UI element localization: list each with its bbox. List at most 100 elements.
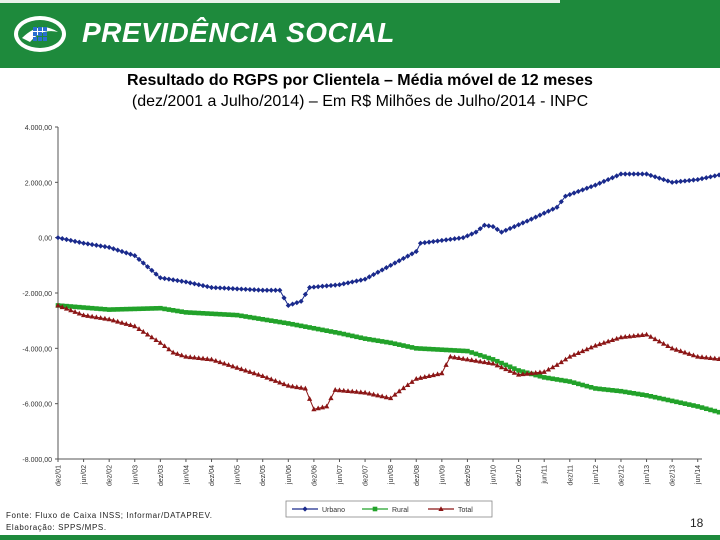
data-point-total — [626, 333, 633, 339]
data-point-total — [400, 385, 407, 391]
data-point-total — [115, 318, 121, 324]
data-point-urbano — [85, 241, 91, 247]
y-tick-label: -8.000,00 — [22, 457, 52, 464]
data-point-total — [307, 396, 313, 401]
data-point-rural — [222, 312, 227, 317]
data-point-total — [388, 395, 394, 401]
data-point-urbano — [571, 190, 577, 196]
data-point-rural — [477, 352, 483, 358]
data-point-total — [588, 344, 594, 350]
data-point-urbano — [469, 231, 475, 237]
page-number: 18 — [690, 516, 704, 530]
data-point-rural — [315, 326, 321, 332]
data-point-total — [123, 321, 129, 326]
data-point-urbano — [319, 283, 326, 289]
data-point-total — [238, 366, 244, 372]
y-tick-label: 4.000,00 — [25, 125, 52, 132]
data-point-urbano — [452, 236, 458, 242]
data-point-urbano — [443, 237, 449, 243]
data-point-total — [631, 333, 637, 338]
data-point-total — [456, 355, 462, 361]
data-point-urbano — [281, 295, 287, 301]
data-point-total — [622, 334, 628, 339]
data-point-total — [255, 371, 262, 377]
data-point-total — [98, 315, 104, 320]
data-point-rural — [187, 310, 193, 315]
data-point-rural — [85, 305, 91, 311]
data-point-urbano — [307, 284, 313, 291]
data-point-rural — [601, 387, 607, 392]
data-point-total — [179, 352, 185, 358]
data-point-rural — [337, 330, 342, 336]
data-point-urbano — [592, 182, 598, 188]
data-point-total — [498, 364, 505, 370]
x-tick-label: dez/13 — [670, 465, 677, 486]
data-point-total — [554, 362, 560, 367]
data-point-urbano — [494, 226, 500, 232]
data-point-total — [106, 316, 112, 322]
data-point-total — [132, 323, 138, 329]
data-point-rural — [200, 310, 206, 316]
data-point-rural — [106, 307, 112, 312]
data-point-rural — [563, 378, 568, 384]
data-point-total — [648, 334, 654, 339]
data-point-urbano — [217, 285, 223, 291]
data-point-urbano — [55, 235, 61, 241]
data-point-urbano — [234, 286, 240, 292]
source-note: Fonte: Fluxo de Caixa INSS; Informar/DAT… — [6, 510, 213, 534]
data-point-rural — [77, 304, 82, 310]
data-point-urbano — [102, 244, 108, 250]
data-point-rural — [192, 310, 197, 316]
data-point-urbano — [106, 244, 112, 250]
data-point-rural — [639, 392, 645, 397]
data-point-total — [545, 366, 552, 372]
y-tick-label: -2.000,00 — [22, 291, 52, 298]
data-point-rural — [303, 324, 308, 329]
data-point-total — [656, 338, 662, 344]
bottom-bar — [0, 535, 720, 540]
data-point-total — [191, 354, 198, 360]
data-point-total — [302, 385, 308, 391]
data-point-rural — [239, 313, 244, 319]
data-point-rural — [610, 387, 615, 393]
data-point-urbano — [225, 285, 232, 291]
data-point-rural — [358, 335, 364, 341]
data-point-urbano — [686, 177, 692, 184]
data-point-rural — [170, 307, 176, 313]
data-point-urbano — [567, 191, 573, 198]
data-point-total — [434, 371, 441, 377]
data-point-total — [119, 319, 125, 325]
data-point-total — [520, 371, 526, 377]
data-point-urbano — [383, 265, 389, 271]
data-point-rural — [618, 388, 624, 394]
data-point-total — [383, 394, 389, 400]
data-point-total — [315, 405, 321, 411]
data-point-rural — [576, 381, 581, 387]
chart-title: Resultado do RGPS por Clientela – Média … — [127, 72, 593, 89]
data-point-rural — [341, 331, 347, 337]
data-point-total — [324, 403, 330, 409]
data-point-rural — [396, 342, 402, 347]
data-point-rural — [622, 389, 628, 395]
data-point-urbano — [157, 275, 163, 281]
data-point-total — [707, 355, 714, 361]
data-point-urbano — [537, 212, 543, 218]
legend-marker-total — [438, 506, 444, 511]
data-point-urbano — [371, 271, 377, 278]
data-point-rural — [379, 339, 385, 344]
data-point-rural — [384, 339, 389, 345]
data-point-total — [204, 356, 210, 361]
data-point-total — [298, 384, 304, 390]
data-point-urbano — [174, 277, 181, 284]
legend-box — [285, 500, 493, 518]
data-point-urbano — [127, 251, 134, 257]
data-point-urbano — [162, 275, 168, 282]
data-point-total — [447, 353, 453, 359]
series-line-total — [57, 304, 720, 410]
data-point-rural — [716, 409, 720, 415]
data-point-rural — [149, 306, 155, 311]
data-point-rural — [550, 376, 556, 382]
x-tick-label: jun/05 — [235, 465, 242, 485]
data-point-urbano — [631, 171, 637, 177]
data-point-urbano — [255, 287, 262, 293]
